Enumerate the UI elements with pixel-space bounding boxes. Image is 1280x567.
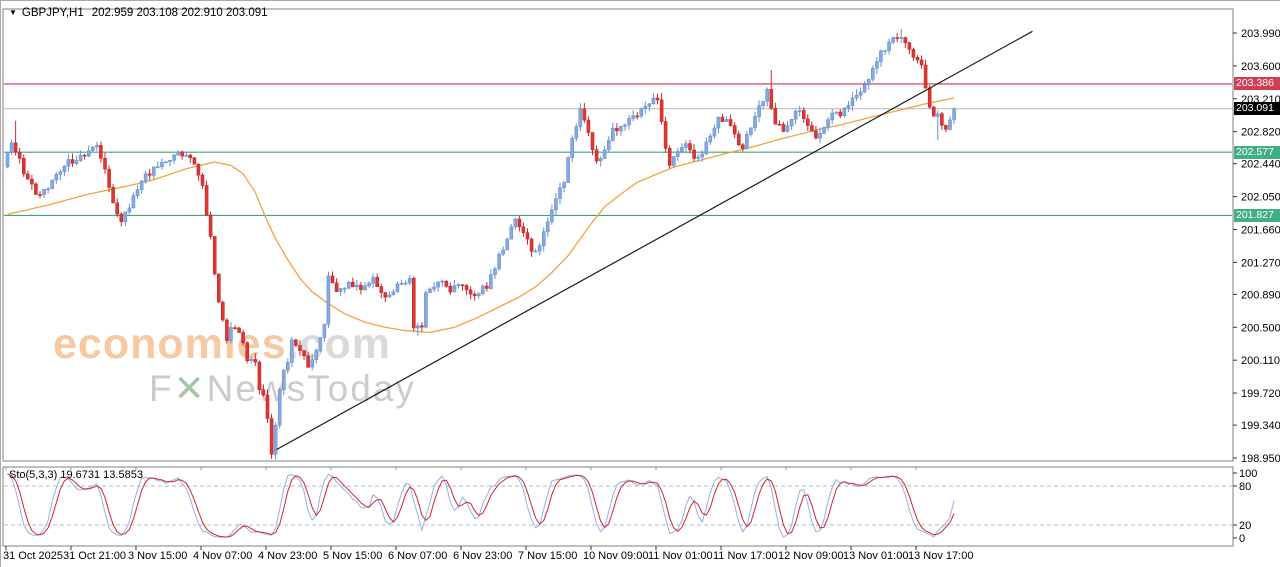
watermark: economies.com F✕NewsToday	[53, 323, 416, 409]
price-tick-label: 202.440	[1241, 159, 1280, 171]
price-tick-label: 202.820	[1241, 127, 1280, 139]
time-tick-label: 10 Nov 09:00	[583, 550, 648, 562]
time-tick-label: 4 Nov 23:00	[258, 550, 317, 562]
time-tick-label: 31 Oct 2025	[3, 550, 63, 562]
time-tick-label: 7 Nov 15:00	[518, 550, 577, 562]
price-tick-label: 203.990	[1241, 28, 1280, 40]
sto-tick-label: 20	[1239, 520, 1251, 532]
time-tick-label: 13 Nov 01:00	[843, 550, 908, 562]
price-tick-label: 200.500	[1241, 322, 1280, 334]
indicator-plot-layer	[4, 473, 1232, 538]
time-tick-label: 11 Nov 01:00	[648, 550, 713, 562]
price-tick-label: 201.660	[1241, 224, 1280, 236]
time-tick-label: 11 Nov 17:00	[713, 550, 778, 562]
time-tick-label: 3 Nov 15:00	[128, 550, 187, 562]
price-tick-label: 203.600	[1241, 61, 1280, 73]
current-price-marker: 203.091	[1234, 102, 1280, 115]
chart-title: ▼ GBPJPY,H1 202.959 203.108 202.910 203.09…	[9, 7, 268, 19]
symbol-dropdown-icon[interactable]: ▼	[9, 8, 17, 17]
price-axis[interactable]	[1233, 9, 1280, 546]
stochastic-signal-line	[7, 473, 955, 538]
time-tick-label: 12 Nov 09:00	[778, 550, 843, 562]
price-tick-label: 200.110	[1241, 355, 1280, 367]
price-tick-label: 199.340	[1241, 420, 1280, 432]
price-tick-label: 199.720	[1241, 388, 1280, 400]
time-axis[interactable]	[3, 546, 1233, 566]
indicator-label: Sto(5,3,3) 19.6731 13.5853	[9, 469, 143, 481]
price-level-marker-support: 202.577	[1234, 146, 1280, 159]
stochastic-main-line	[7, 473, 955, 538]
watermark-tagline: F✕NewsToday	[149, 368, 416, 409]
candlestick-series	[5, 28, 956, 460]
price-tick-label: 202.050	[1241, 192, 1280, 204]
price-tick-label: 200.890	[1241, 289, 1280, 301]
time-tick-label: 31 Oct 21:00	[63, 550, 126, 562]
sto-tick-label: 100	[1239, 468, 1257, 480]
time-tick-label: 13 Nov 17:00	[908, 550, 973, 562]
sto-tick-label: 0	[1239, 533, 1245, 545]
ascending-trendline[interactable]	[276, 30, 1033, 451]
symbol-label: GBPJPY,H1	[21, 7, 84, 19]
moving-average-line	[7, 97, 955, 334]
price-plot-layer	[4, 28, 1232, 460]
price-level-marker-support: 201.827	[1234, 209, 1280, 222]
indicator-panel	[2, 466, 1234, 547]
title-ohlc-values: 202.959 203.108 202.910 203.091	[91, 7, 268, 19]
main-chart-panel	[2, 8, 1234, 462]
time-tick-label: 4 Nov 07:00	[193, 550, 252, 562]
sto-tick-label: 80	[1239, 481, 1251, 493]
price-level-marker-resistance: 203.386	[1234, 77, 1280, 90]
time-tick-label: 6 Nov 23:00	[453, 550, 512, 562]
time-tick-label: 6 Nov 07:00	[388, 550, 447, 562]
time-tick-label: 5 Nov 15:00	[323, 550, 382, 562]
price-tick-label: 198.950	[1241, 453, 1280, 465]
price-tick-label: 201.270	[1241, 257, 1280, 269]
